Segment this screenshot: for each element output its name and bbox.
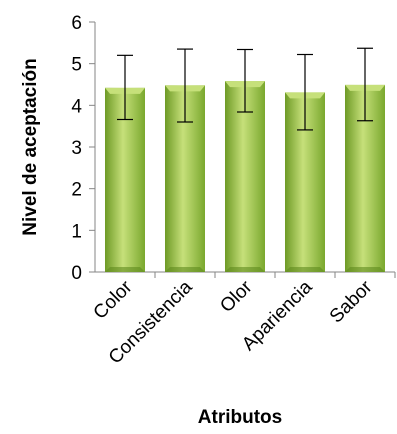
- error-bar: [357, 47, 373, 122]
- x-category-label: Olor: [216, 276, 257, 317]
- x-category-label: Color: [90, 276, 137, 323]
- error-bar: [237, 48, 253, 113]
- error-bars: [117, 47, 373, 131]
- x-axis-title: Atributos: [198, 407, 282, 428]
- y-tick-label: 5: [71, 55, 82, 76]
- x-category-label: Sabor: [326, 276, 377, 327]
- y-tick-label: 1: [71, 221, 82, 242]
- y-tick-label: 0: [71, 263, 82, 284]
- bar-bottom-bevel: [165, 267, 205, 272]
- error-bar: [117, 54, 133, 121]
- bar-bottom-bevel: [345, 267, 385, 272]
- y-tick-label: 3: [71, 138, 82, 159]
- y-tick-label: 6: [71, 13, 82, 34]
- y-tick-label: 2: [71, 180, 82, 201]
- bar-body: [225, 81, 265, 273]
- bar: [285, 92, 325, 273]
- error-bar: [297, 53, 313, 131]
- y-tick-label: 4: [71, 96, 82, 117]
- bar-bottom-bevel: [285, 267, 325, 272]
- y-axis-title: Nivel de aceptación: [20, 58, 41, 235]
- error-bar: [177, 48, 193, 123]
- bar: [225, 81, 265, 273]
- bar-bottom-bevel: [225, 267, 265, 272]
- bar-bottom-bevel: [105, 267, 145, 272]
